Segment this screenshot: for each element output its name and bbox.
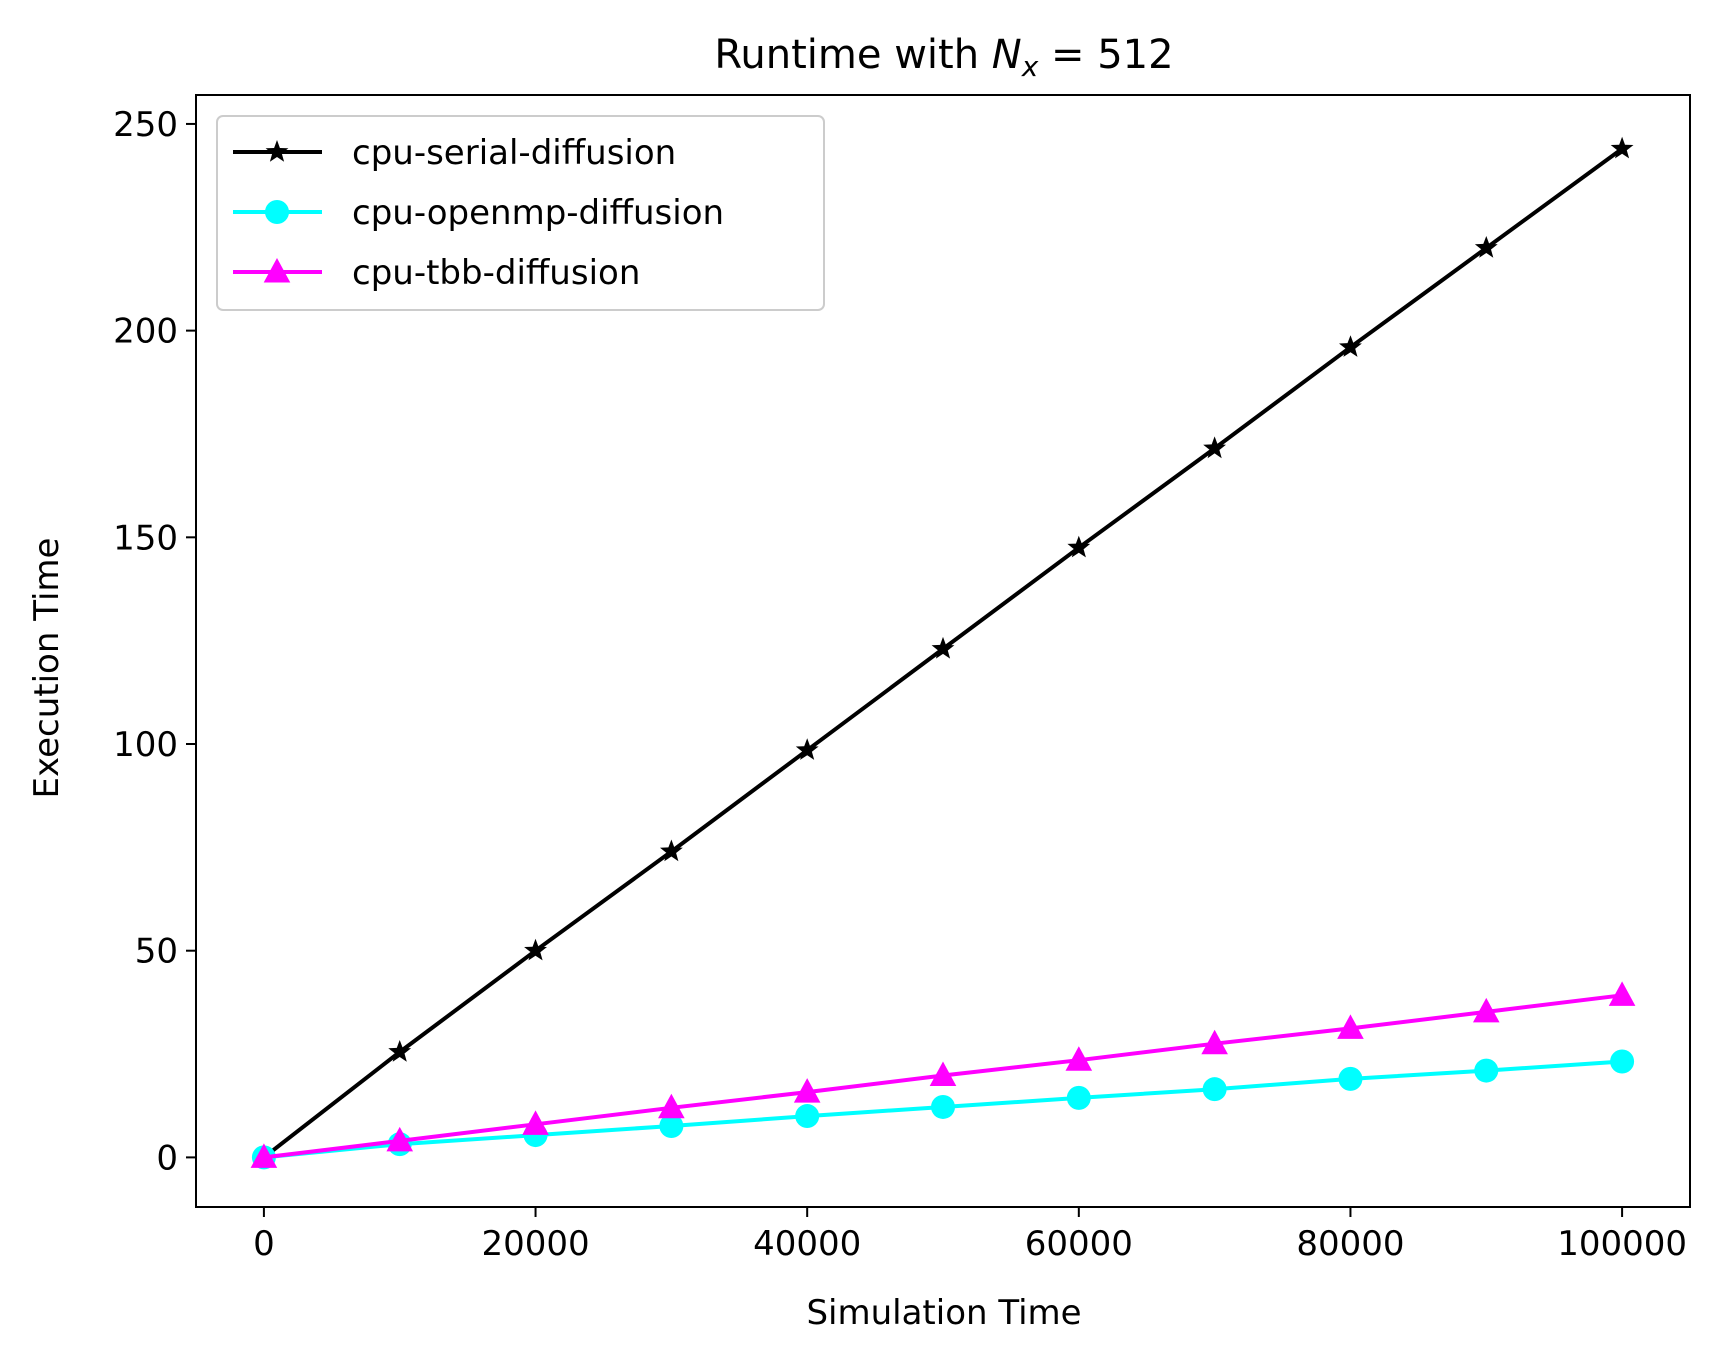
data-point <box>1203 436 1226 459</box>
data-point <box>1610 1049 1635 1074</box>
data-point <box>1065 1046 1093 1071</box>
title-value: = 512 <box>1038 32 1173 78</box>
legend: cpu-serial-diffusion cpu-openmp-diffusion… <box>216 115 825 311</box>
x-axis-label: Simulation Time <box>806 1293 1081 1333</box>
data-point <box>1201 1029 1228 1055</box>
data-point <box>795 1104 820 1129</box>
legend-box <box>216 115 825 311</box>
x-tick-label: 40000 <box>753 1224 861 1264</box>
legend-marker <box>265 140 289 162</box>
data-point <box>524 938 547 961</box>
y-tick-label: 200 <box>113 312 178 352</box>
data-point <box>1067 535 1091 558</box>
axes-frame <box>195 94 1691 1208</box>
x-tick-label: 20000 <box>481 1224 589 1264</box>
legend-label: cpu-serial-diffusion <box>352 133 676 173</box>
legend-marker <box>265 200 289 224</box>
title-variable: N <box>992 32 1022 78</box>
data-point <box>1474 236 1498 258</box>
data-point <box>660 839 683 862</box>
data-point <box>1608 981 1636 1006</box>
y-tick-label: 150 <box>113 518 178 558</box>
data-point <box>929 1061 957 1087</box>
data-point <box>1338 1066 1363 1091</box>
legend-entry: cpu-openmp-diffusion <box>233 193 724 233</box>
data-point <box>522 1110 549 1135</box>
y-tick-label: 100 <box>113 725 178 765</box>
data-point <box>1610 136 1634 159</box>
title-text: Runtime with <box>714 32 991 78</box>
series-cpu-tbb-diffusion <box>250 981 1636 1168</box>
data-point <box>1474 1058 1499 1083</box>
data-point <box>388 1040 412 1062</box>
data-point <box>1339 335 1362 357</box>
data-point <box>795 738 819 760</box>
data-point <box>250 1143 278 1168</box>
x-tick-label: 60000 <box>1025 1224 1133 1264</box>
legend-label: cpu-openmp-diffusion <box>352 193 724 233</box>
x-tick-label: 0 <box>253 1224 275 1264</box>
data-point <box>659 1113 684 1138</box>
plot-area <box>250 136 1636 1170</box>
data-point <box>931 636 955 659</box>
chart-title: Runtime with Nx = 512 <box>714 32 1173 83</box>
data-point <box>658 1093 685 1119</box>
series-cpu-openmp-diffusion <box>251 1049 1635 1170</box>
legend-label: cpu-tbb-diffusion <box>352 253 640 293</box>
y-tick-label: 0 <box>156 1138 178 1178</box>
x-tick-label: 100000 <box>1557 1224 1687 1264</box>
y-tick-label: 50 <box>135 932 178 972</box>
y-tick-label: 250 <box>113 105 178 145</box>
legend-entry: cpu-serial-diffusion <box>233 133 676 173</box>
data-point <box>931 1094 955 1119</box>
data-point <box>1472 997 1500 1023</box>
axes: 0 20000 40000 60000 80000 100000 0 50 100 150 200 2… <box>113 94 1691 1264</box>
title-subscript: x <box>1021 50 1039 83</box>
legend-entry: cpu-tbb-diffusion <box>233 253 640 293</box>
data-point <box>386 1126 414 1152</box>
data-point <box>1066 1085 1091 1110</box>
x-tick-label: 80000 <box>1296 1224 1404 1264</box>
y-axis-label: Execution Time <box>27 538 67 799</box>
legend-marker <box>263 258 291 283</box>
data-point <box>1202 1077 1227 1102</box>
data-point <box>1337 1014 1364 1039</box>
data-point <box>793 1078 821 1103</box>
